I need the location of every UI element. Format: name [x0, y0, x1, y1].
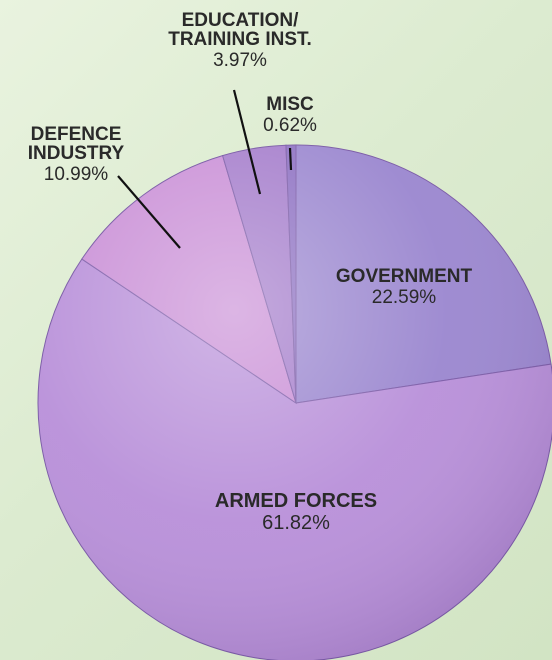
slice-value-education-training-inst: 3.97%	[213, 50, 267, 71]
slice-label-education-training-inst-line-1: EDUCATION/	[182, 10, 300, 31]
slice-label-armed-forces: ARMED FORCES	[215, 490, 377, 512]
slice-label-defence-industry-line-1: DEFENCE	[31, 124, 122, 145]
slice-label-defence-industry-line-2: INDUSTRY	[28, 143, 125, 164]
pie-slices	[37, 144, 552, 660]
leader-line-education-training-inst	[232, 89, 262, 195]
slice-label-education-training-inst-line-2: TRAINING INST.	[168, 29, 312, 50]
leader-line-defence-industry	[117, 175, 181, 249]
slice-value-defence-industry: 10.99%	[44, 164, 109, 185]
slice-value-misc: 0.62%	[263, 115, 317, 136]
leader-line-misc	[288, 147, 293, 171]
leader-lines	[117, 89, 293, 249]
slice-label-government: GOVERNMENT	[336, 266, 473, 287]
slice-label-misc: MISC	[266, 94, 314, 115]
slice-value-government: 22.59%	[372, 287, 437, 308]
slice-value-armed-forces: 61.82%	[262, 512, 330, 534]
